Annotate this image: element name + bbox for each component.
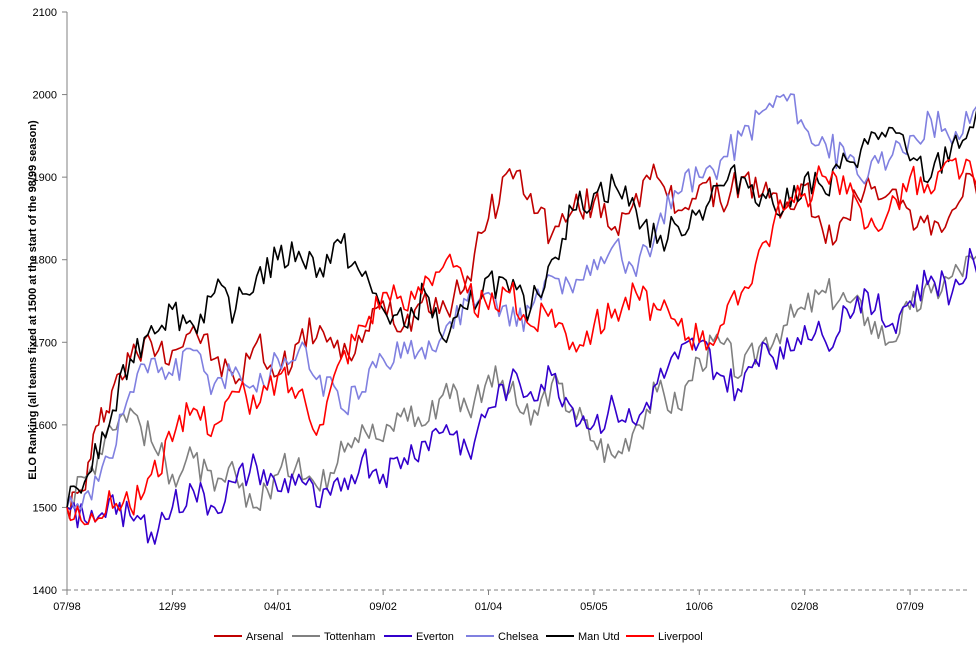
x-tick-label: 12/99 [159, 601, 187, 613]
x-tick-label: 07/09 [896, 601, 924, 613]
legend-item-man-utd: Man Utd [546, 631, 620, 643]
x-tick-label: 02/08 [791, 601, 819, 613]
series-line-tottenham [66, 255, 976, 511]
y-tick-label: 2000 [33, 90, 57, 102]
x-tick-label: 07/98 [53, 601, 81, 613]
y-tick-label: 2100 [33, 7, 57, 19]
y-tick-label: 1400 [33, 585, 57, 597]
legend-label: Tottenham [324, 631, 375, 643]
legend-label: Chelsea [498, 631, 539, 643]
legend-item-liverpool: Liverpool [626, 631, 703, 643]
legend-label: Arsenal [246, 631, 283, 643]
x-tick-label: 09/02 [369, 601, 397, 613]
legend-item-everton: Everton [384, 631, 454, 643]
series-line-liverpool [66, 157, 976, 526]
x-tick-label: 05/05 [580, 601, 608, 613]
x-axis: 07/98 12/99 04/01 09/02 01/04 05/05 10/06 02/08… [53, 589, 968, 613]
series-line-arsenal [66, 163, 976, 520]
series-line-everton [66, 247, 976, 545]
legend-label: Man Utd [578, 631, 620, 643]
x-tick-label: 10/06 [686, 601, 714, 613]
y-tick-label: 1500 [33, 502, 57, 514]
y-tick-label: 1600 [33, 420, 57, 432]
legend-label: Liverpool [658, 631, 703, 643]
series-layer [66, 93, 976, 545]
legend-item-chelsea: Chelsea [466, 631, 539, 643]
legend-label: Everton [416, 631, 454, 643]
series-line-man-utd [66, 109, 976, 508]
x-tick-label: 04/01 [264, 601, 292, 613]
y-axis: 1400 1500 1600 1700 1800 1900 2000 2100 [33, 7, 68, 597]
y-tick-label: 1800 [33, 255, 57, 267]
y-axis-label: ELO Ranking (all teams fixed at 1500 at … [27, 120, 39, 480]
y-tick-label: 1700 [33, 337, 57, 349]
legend-item-tottenham: Tottenham [292, 631, 375, 643]
y-tick-label: 1900 [33, 172, 57, 184]
legend: Arsenal Tottenham Everton Chelsea Man Utd Liv… [214, 631, 703, 643]
legend-item-arsenal: Arsenal [214, 631, 283, 643]
x-tick-label: 01/04 [475, 601, 503, 613]
